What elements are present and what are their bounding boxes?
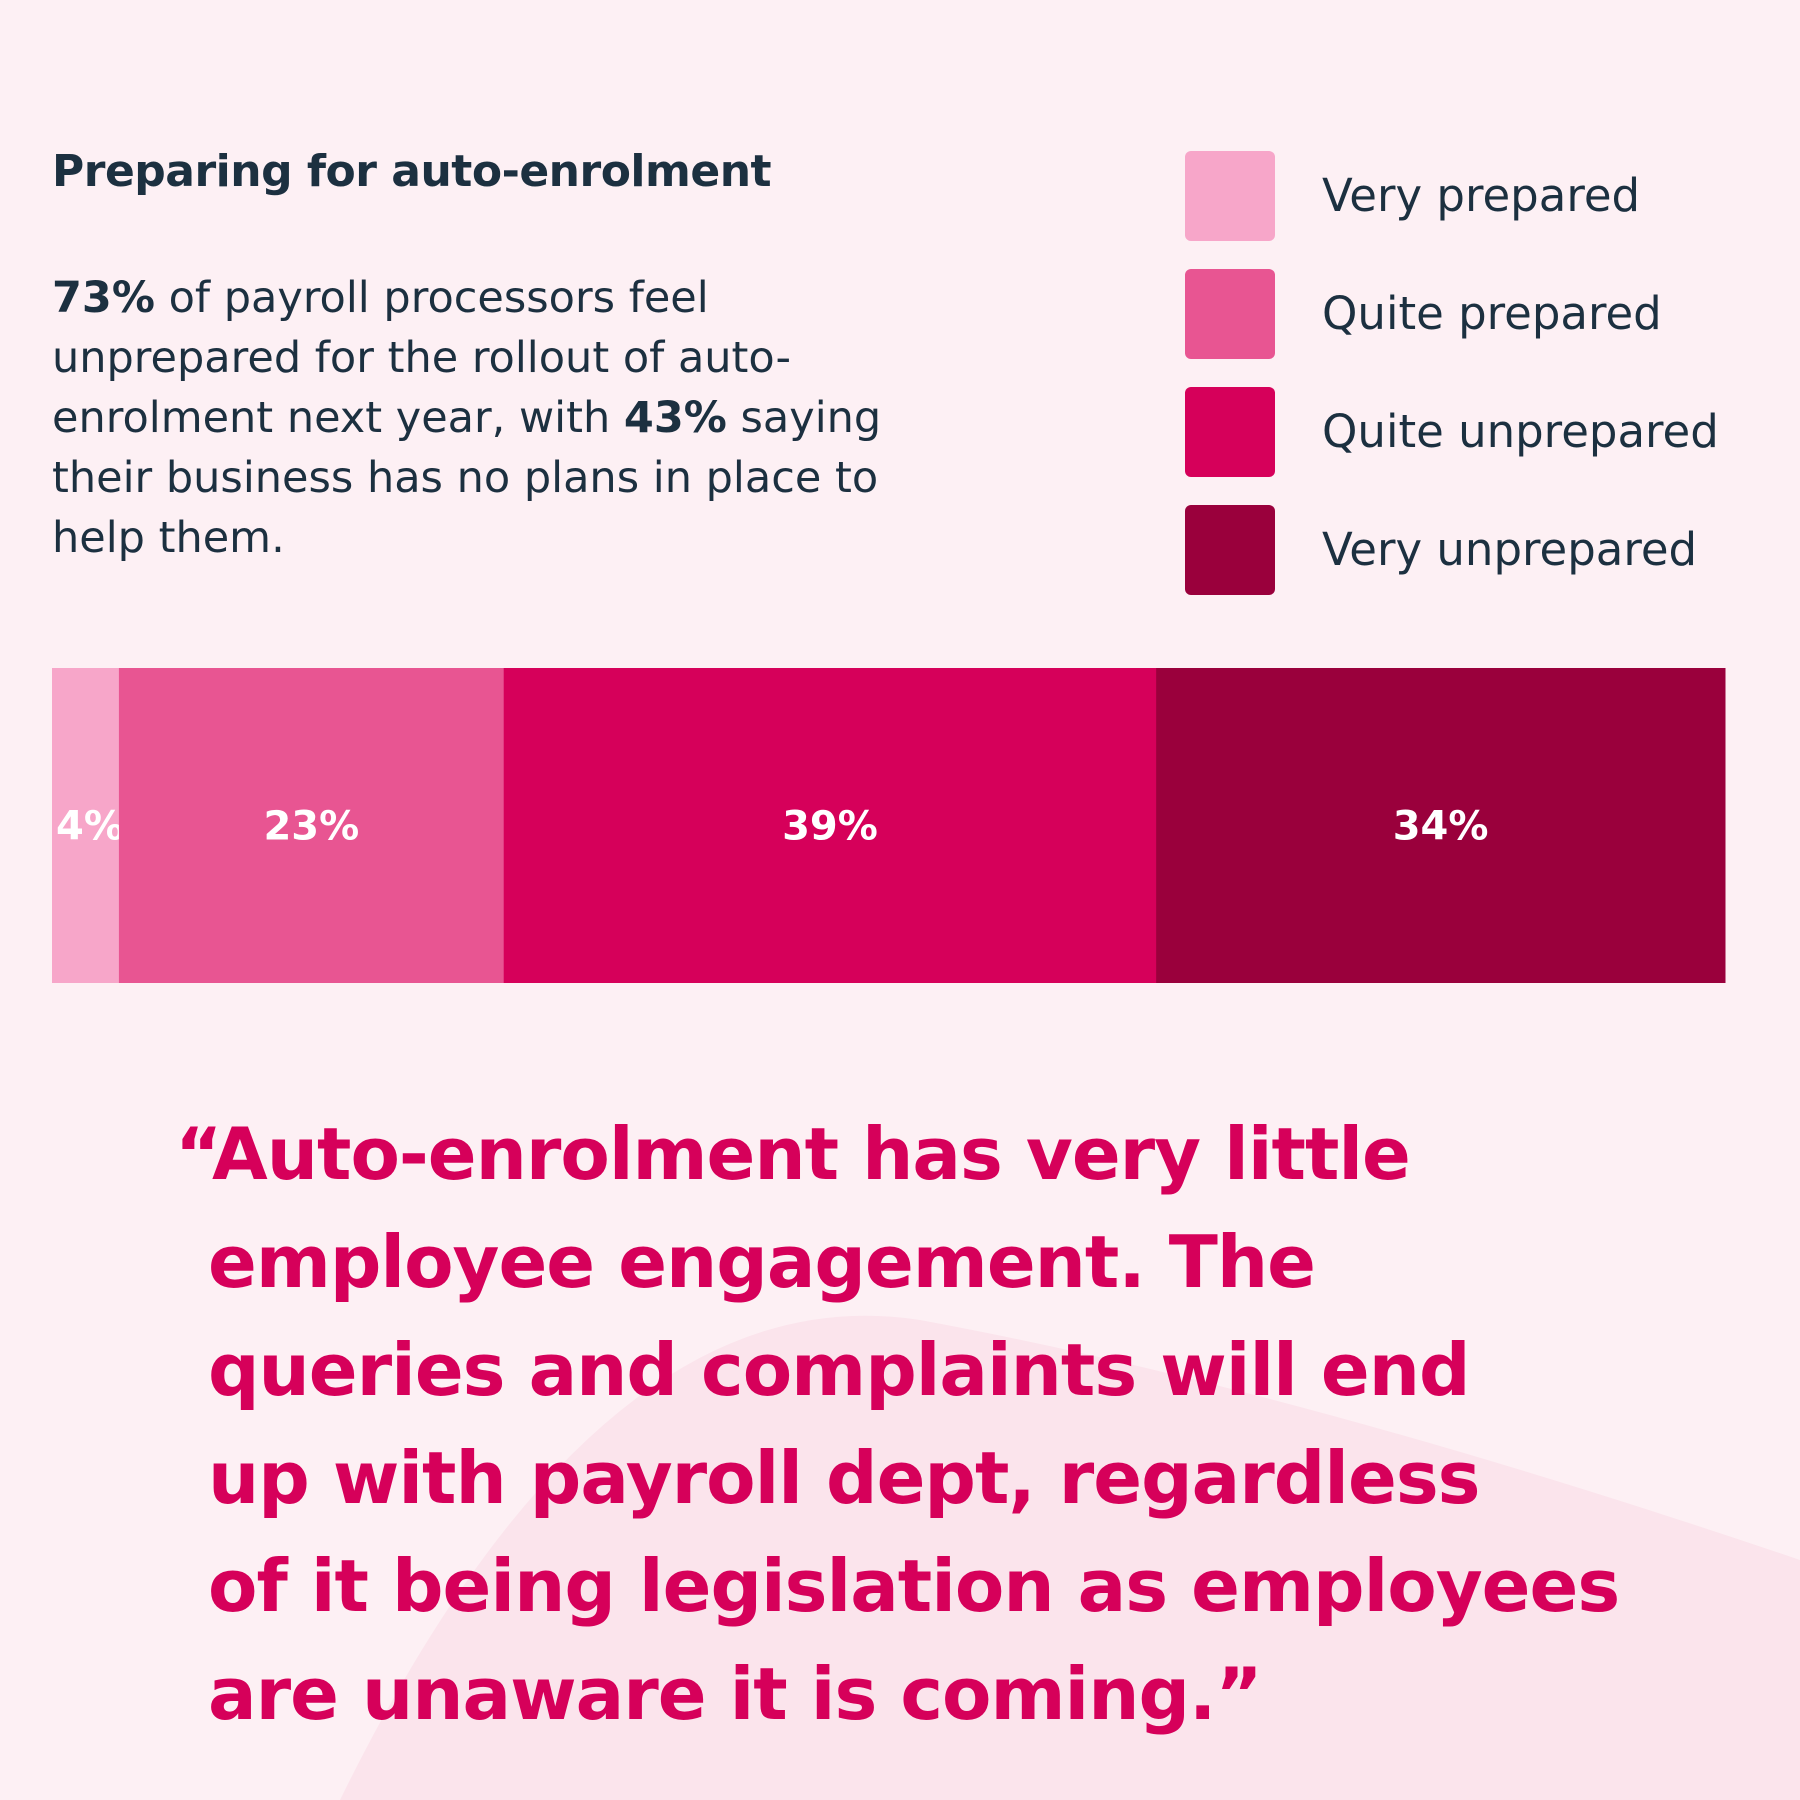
intro-paragraph: 73% of payroll processors feel unprepare… <box>52 268 952 568</box>
bar-segment-very-prepared <box>52 668 120 983</box>
legend-label-very-unprepared: Very unprepared <box>1322 523 1698 576</box>
quote-line: up with payroll dept, regardless <box>208 1436 1481 1520</box>
legend-label-quite-unprepared: Quite unprepared <box>1322 405 1719 458</box>
legend-swatch-quite-prepared <box>1185 269 1275 359</box>
intro-stat-no-plans: 43% <box>623 393 727 443</box>
intro-stat-unprepared: 73% <box>52 273 155 323</box>
intro-text-1: of payroll processors feel unprepared fo… <box>52 273 792 443</box>
legend-label-very-prepared: Very prepared <box>1322 169 1641 222</box>
quote-block: “Auto-enrolment has very little employee… <box>175 1100 1715 1748</box>
bar-segment-very-unprepared <box>1156 668 1726 983</box>
legend-label-quite-prepared: Quite prepared <box>1322 287 1662 340</box>
bar-segment-quite-prepared <box>118 668 505 983</box>
bar-label-quite-prepared: 23% <box>263 804 359 850</box>
bar-label-very-prepared: 4% <box>56 804 124 850</box>
quote-line: queries and complaints will end <box>208 1328 1471 1412</box>
bar-label-quite-unprepared: 39% <box>782 804 878 850</box>
quote-line: of it being legislation as employees <box>208 1544 1620 1628</box>
legend-swatch-quite-unprepared <box>1185 387 1275 477</box>
page-title: Preparing for auto-enrolment <box>52 146 772 197</box>
legend-swatch-very-prepared <box>1185 151 1275 241</box>
bar-label-very-unprepared: 34% <box>1393 804 1489 850</box>
quote-line: are unaware it is coming.” <box>208 1652 1263 1736</box>
bar-segment-quite-unprepared <box>503 668 1157 983</box>
intro-text-2: saying their business has no plans in pl… <box>52 393 882 563</box>
quote-line: “Auto-enrolment has very little <box>175 1112 1411 1196</box>
legend-swatch-very-unprepared <box>1185 505 1275 595</box>
quote-line: employee engagement. The <box>208 1220 1316 1304</box>
